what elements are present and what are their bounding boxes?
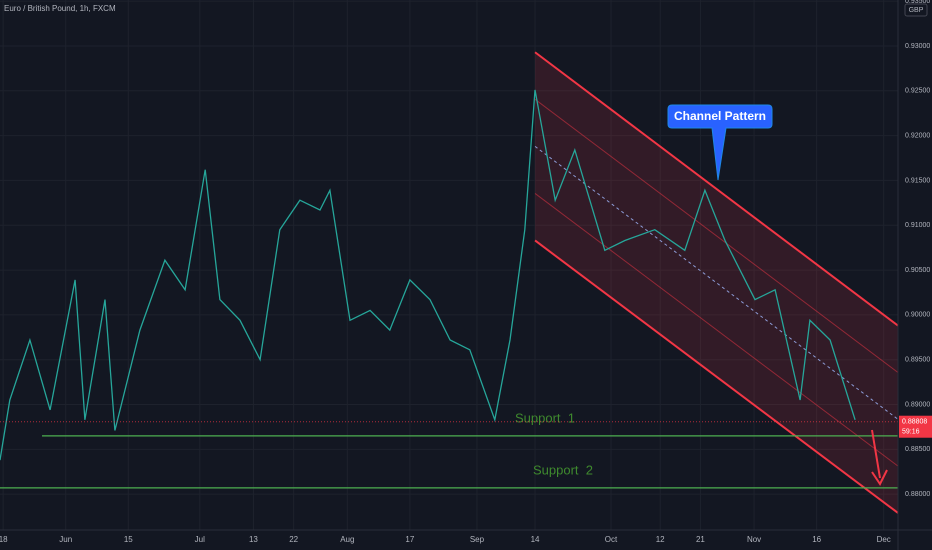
x-tick-label: Oct (605, 535, 618, 544)
y-tick-label: 0.90500 (905, 267, 930, 274)
currency: GBP (909, 7, 924, 14)
x-tick-label: 15 (124, 535, 133, 544)
y-tick-label: 0.89500 (905, 357, 930, 364)
last-price-label: 0.88808 (902, 419, 927, 426)
x-tick-label: Dec (877, 535, 891, 544)
countdown: 59:16 (902, 429, 920, 436)
support-label: Support 2 (533, 462, 593, 477)
y-tick-label: 0.91000 (905, 222, 930, 229)
y-tick-label: 0.91500 (905, 177, 930, 184)
x-tick-label: 18 (0, 535, 8, 544)
y-tick-label: 0.89000 (905, 401, 930, 408)
down-arrow (871, 429, 888, 486)
x-tick-label: 16 (812, 535, 821, 544)
chart-title: Euro / British Pound, 1h, FXCM (4, 4, 116, 13)
channel-lower (534, 239, 899, 514)
y-tick-label: 0.92000 (905, 132, 930, 139)
x-tick-label: 14 (531, 535, 540, 544)
channel-mid-line (534, 145, 899, 420)
y-tick-label: 0.92500 (905, 88, 930, 95)
callout-text: Channel Pattern (674, 109, 766, 123)
y-tick-label: 0.93000 (905, 43, 930, 50)
x-tick-label: Sep (470, 535, 485, 544)
x-tick-label: 12 (656, 535, 665, 544)
x-tick-label: 17 (405, 535, 414, 544)
channel-upper (534, 51, 899, 327)
x-tick-label: Jun (59, 535, 72, 544)
plot: Support 1 Support 2 (0, 51, 899, 514)
last-price-tag (899, 415, 932, 438)
x-tick-label: Aug (340, 535, 354, 544)
y-tick-label: 0.88500 (905, 446, 930, 453)
channel-mid-line (534, 193, 899, 467)
x-tick-label: 13 (249, 535, 258, 544)
x-tick-label: 21 (696, 535, 705, 544)
currency-box (904, 3, 928, 17)
callout-box (667, 104, 773, 181)
price-line (0, 89, 856, 461)
x-tick-label: 22 (289, 535, 298, 544)
x-tick-label: Nov (747, 535, 761, 544)
channel-mid-line (534, 98, 899, 373)
grid (0, 0, 898, 530)
y-tick-label: 0.88000 (905, 491, 930, 498)
x-tick-label: Jul (195, 535, 205, 544)
y-tick-label: 0.93500 (905, 0, 930, 5)
support-label: Support 1 (515, 410, 575, 425)
y-tick-label: 0.90000 (905, 312, 930, 319)
